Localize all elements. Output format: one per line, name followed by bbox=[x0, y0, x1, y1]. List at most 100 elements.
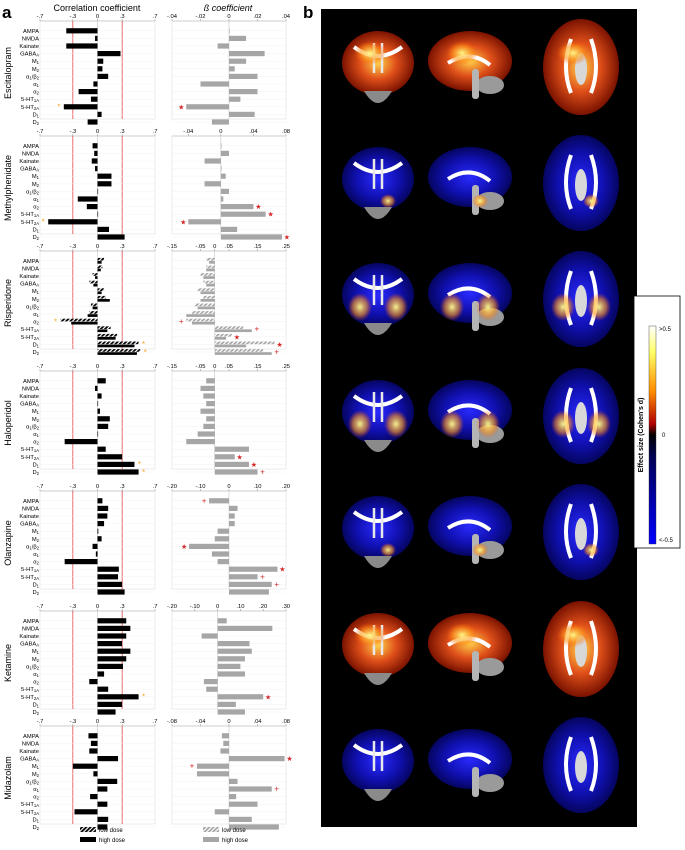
beta-bar bbox=[214, 454, 235, 460]
legend-low-dose-dark: low dose bbox=[99, 828, 123, 834]
receptor-label: 5-HT1A bbox=[21, 447, 39, 453]
beta-tick-label: .05 bbox=[225, 244, 233, 250]
receptor-label: α2 bbox=[33, 680, 39, 686]
corr-tick-label: .7 bbox=[153, 719, 158, 725]
brain-row bbox=[342, 484, 619, 580]
beta-tick-label: -.04 bbox=[196, 719, 207, 725]
receptor-label: M1 bbox=[32, 649, 40, 655]
beta-bar bbox=[229, 505, 238, 511]
beta-bar bbox=[229, 51, 265, 57]
receptor-label: NMDA bbox=[22, 36, 39, 42]
corr-tick-label: .3 bbox=[120, 244, 125, 250]
receptor-label: Kainate bbox=[19, 634, 39, 640]
beta-significance-mark: ★ bbox=[178, 103, 184, 111]
beta-tick-label: .08 bbox=[282, 719, 290, 725]
receptor-label: α1 bbox=[33, 672, 39, 678]
activation-hotspot bbox=[348, 293, 372, 321]
corr-tick-label: .3 bbox=[120, 129, 125, 135]
corr-bar bbox=[97, 709, 116, 715]
cerebellum bbox=[476, 658, 504, 676]
beta-significance-mark: + bbox=[254, 325, 259, 334]
coronal-slice bbox=[342, 496, 414, 560]
beta-bar-low-dose bbox=[200, 273, 215, 276]
activation-hotspot bbox=[583, 194, 599, 208]
receptor-label: α2 bbox=[33, 560, 39, 566]
corr-bar-high-dose bbox=[97, 337, 116, 340]
activation-hotspot bbox=[384, 293, 408, 321]
corr-tick-label: 0 bbox=[96, 129, 99, 135]
beta-bar bbox=[197, 431, 215, 437]
corr-bar bbox=[95, 551, 98, 557]
receptor-label: GABAA bbox=[20, 757, 39, 763]
beta-significance-mark: ★ bbox=[181, 543, 187, 551]
panel-b-brains bbox=[342, 19, 619, 813]
colorbar-title: Effect size (Cohen's d) bbox=[638, 398, 645, 473]
drug-label: Midazolam bbox=[3, 756, 13, 800]
corr-bar bbox=[64, 439, 98, 445]
colorbar: >0.5 0 <-0.5 Effect size (Cohen's d) bbox=[633, 295, 681, 549]
beta-significance-mark: ★ bbox=[255, 203, 261, 211]
chart-midazolam: Midazolam -.7 -.3 0 .3 .7 -.08 -.04 0 .04 .08 AMPAN… bbox=[3, 719, 293, 831]
beta-tick-label: 0 bbox=[216, 604, 219, 610]
receptor-label: 5-HT1A bbox=[21, 687, 39, 693]
receptor-label: D2 bbox=[32, 590, 39, 596]
activation-hotspot bbox=[354, 623, 386, 647]
beta-bar bbox=[217, 618, 227, 624]
corr-tick-label: .7 bbox=[153, 14, 158, 20]
ventricles bbox=[372, 275, 384, 305]
corr-bar bbox=[95, 385, 98, 391]
corr-bar-high-dose bbox=[97, 344, 135, 348]
drug-label: Haloperidol bbox=[3, 400, 13, 446]
corr-bar bbox=[78, 89, 98, 95]
activation-hotspot bbox=[380, 543, 396, 557]
receptor-label: D1 bbox=[32, 227, 39, 233]
corpus-callosum bbox=[446, 170, 492, 183]
receptor-label: 5-HT2A bbox=[21, 105, 39, 111]
receptor-label: α1/β2 bbox=[26, 74, 40, 80]
receptor-label: 5-HT2A bbox=[21, 455, 39, 461]
receptor-label: D1 bbox=[32, 582, 39, 588]
corr-bar-low-dose bbox=[97, 265, 103, 269]
ventricles bbox=[575, 402, 587, 434]
beta-bar bbox=[217, 656, 245, 662]
beta-bar bbox=[229, 778, 238, 784]
corr-bar bbox=[97, 686, 109, 692]
corr-bar-high-dose bbox=[93, 283, 98, 287]
legend-swatch-low-grey bbox=[203, 827, 219, 832]
activation-hotspot bbox=[551, 293, 575, 321]
corr-bar bbox=[97, 566, 119, 572]
corr-bar bbox=[97, 786, 108, 792]
receptor-label: GABAA bbox=[20, 402, 39, 408]
beta-bar bbox=[217, 709, 245, 715]
receptor-label: Kainate bbox=[19, 394, 39, 400]
beta-bar bbox=[206, 401, 215, 407]
beta-bar bbox=[221, 733, 229, 739]
corr-bar bbox=[97, 778, 118, 784]
colorbar-max-label: >0.5 bbox=[659, 327, 672, 333]
corr-bar bbox=[97, 801, 108, 807]
beta-bar bbox=[206, 686, 218, 692]
beta-tick-label: .15 bbox=[253, 244, 261, 250]
corr-tick-label: .3 bbox=[120, 604, 125, 610]
corr-bar-low-dose bbox=[92, 273, 98, 276]
corr-bar bbox=[97, 211, 99, 217]
corr-significance-mark: * bbox=[138, 460, 141, 469]
beta-bar bbox=[209, 498, 229, 504]
corr-tick-label: .3 bbox=[120, 484, 125, 490]
corr-bar bbox=[97, 226, 109, 232]
activation-hotspot bbox=[446, 41, 478, 65]
beta-significance-mark: + bbox=[260, 572, 265, 581]
brainstem bbox=[364, 91, 392, 103]
receptor-label: M2 bbox=[32, 657, 40, 663]
corr-bar bbox=[97, 581, 123, 587]
beta-bar-high-dose bbox=[214, 352, 272, 355]
corr-header: Correlation coefficient bbox=[54, 3, 141, 13]
receptor-label: AMPA bbox=[23, 734, 39, 740]
drug-label: Ketamine bbox=[3, 644, 13, 682]
receptor-label: NMDA bbox=[22, 266, 39, 272]
receptor-label: M2 bbox=[32, 297, 40, 303]
corr-bar bbox=[92, 543, 98, 549]
brain-row bbox=[342, 717, 619, 813]
corr-tick-label: -.7 bbox=[37, 604, 44, 610]
beta-bar bbox=[204, 158, 221, 164]
